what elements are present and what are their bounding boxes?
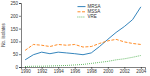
y-tick-label: 0 [15,65,18,70]
x-tick: 1994 [54,67,65,74]
legend-swatch [77,11,85,12]
x-tick-label: 1998 [87,69,98,74]
y-axis-line [19,4,22,68]
chart: 1990 1992 1994 1996 1998 2000 2002 2004 0 50 100 15… [0,0,150,76]
y-tick-mark [19,3,21,4]
y-tick-label: 50 [13,52,19,57]
y-tick-label: 100 [10,39,18,44]
legend-label: VRE [87,14,96,19]
x-tick: 1992 [37,67,48,74]
x-tick: 2002 [120,67,131,74]
y-tick: 100 [10,39,21,44]
y-axis: 0 50 100 150 200 250 [10,1,21,70]
x-tick: 2000 [103,67,114,74]
x-tick: 1990 [21,67,32,74]
x-tick-label: 2004 [136,69,147,74]
y-tick-mark [19,29,21,30]
y-tick-mark [19,41,21,42]
y-tick-mark [19,16,21,17]
y-tick: 50 [13,52,21,57]
x-tick-label: 2002 [120,69,131,74]
plot: 1990 1992 1994 1996 1998 2000 2002 2004 0 50 100 15… [10,1,146,74]
series-line [25,39,141,50]
x-tick: 2004 [136,67,147,74]
y-tick: 150 [10,27,21,32]
y-tick-label: 250 [10,1,18,6]
y-tick: 0 [15,65,21,70]
y-tick-mark [19,54,21,55]
x-tick-label: 1994 [54,69,65,74]
x-tick: 1998 [87,67,98,74]
x-tick-label: 2000 [103,69,114,74]
legend-swatch [77,6,85,7]
legend-swatch [77,17,85,18]
legend-entry: VRE [77,14,96,19]
series-line [25,7,141,60]
y-tick: 200 [10,14,21,19]
series-line [25,55,141,66]
y-tick-mark [19,67,21,68]
x-tick-label: 1996 [70,69,81,74]
x-tick-label: 1990 [21,69,32,74]
x-tick-label: 1992 [37,69,48,74]
x-tick: 1996 [70,67,81,74]
y-tick: 250 [10,1,21,6]
y-axis-title: No. isolates [1,22,6,46]
legend: MRSAMSSAVRE [77,4,100,19]
lines [25,7,141,67]
y-tick-label: 150 [10,27,18,32]
y-tick-label: 200 [10,14,18,19]
x-axis: 1990 1992 1994 1996 1998 2000 2002 2004 [21,67,147,74]
